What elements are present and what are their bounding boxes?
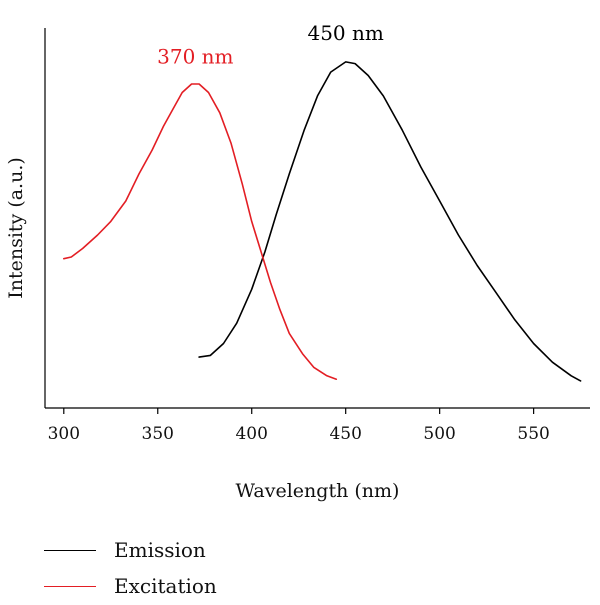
- axes: 300 350 400 450 500 550: [44, 28, 590, 444]
- x-tick-label: 300: [48, 424, 80, 444]
- peak-annotation: 370 nm: [157, 45, 233, 69]
- x-tick-label: 550: [517, 424, 549, 444]
- x-tick-label: 450: [329, 424, 361, 444]
- legend: Emission Excitation: [44, 532, 217, 604]
- x-tick-label: 500: [423, 424, 455, 444]
- legend-item-excitation: Excitation: [44, 568, 217, 604]
- x-tick-label: 400: [235, 424, 267, 444]
- spectrum-chart: 300 350 400 450 500 550 450 nm 370 nm Waveleng…: [5, 21, 590, 502]
- series-layer: [63, 61, 582, 382]
- series-line-emission: [198, 61, 582, 382]
- legend-swatch-excitation: [44, 585, 96, 587]
- peak-annotation: 450 nm: [307, 21, 383, 45]
- y-axis-title: Intensity (a.u.): [5, 157, 27, 299]
- series-line-excitation: [63, 83, 338, 380]
- legend-swatch-emission: [44, 549, 96, 551]
- annotation-layer: 450 nm 370 nm: [157, 21, 384, 69]
- x-axis-title: Wavelength (nm): [236, 480, 400, 502]
- legend-label-excitation: Excitation: [114, 574, 217, 598]
- legend-item-emission: Emission: [44, 532, 217, 568]
- legend-label-emission: Emission: [114, 538, 206, 562]
- x-tick-label: 350: [142, 424, 174, 444]
